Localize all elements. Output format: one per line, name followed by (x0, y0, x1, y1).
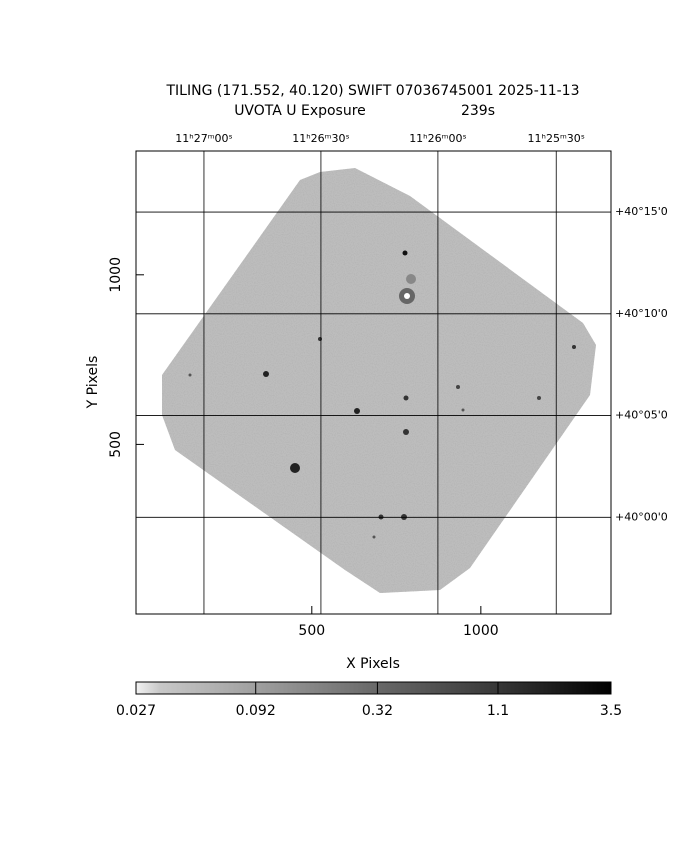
top-tick-label: 11ʰ27ᵐ00ˢ (175, 132, 232, 145)
exposure: 239s (461, 103, 495, 119)
right-tick-label: +40°15'0 (615, 205, 668, 218)
sky-image (162, 168, 596, 593)
x-tick-label: 500 (298, 623, 325, 639)
colorbar (135, 681, 612, 695)
x-tick-label: 1000 (463, 623, 499, 639)
top-tick-label: 11ʰ26ᵐ30ˢ (292, 132, 349, 145)
right-tick-label: +40°00'0 (615, 510, 668, 523)
colorbar-tick-label: 0.092 (236, 703, 276, 719)
colorbar-tick-label: 0.027 (116, 703, 156, 719)
y-tick-label: 1000 (108, 257, 124, 293)
chart-subtitle: UVOTA U Exposure (234, 103, 366, 119)
colorbar-tick-label: 3.5 (600, 703, 622, 719)
top-tick-label: 11ʰ25ᵐ30ˢ (528, 132, 585, 145)
y-tick-label: 500 (108, 431, 124, 458)
x-axis-label: X Pixels (346, 656, 400, 672)
plot-frame (135, 150, 612, 615)
chart-title: TILING (171.552, 40.120) SWIFT 070367450… (166, 83, 580, 99)
right-tick-label: +40°05'0 (615, 409, 668, 422)
colorbar-tick-label: 0.32 (362, 703, 393, 719)
y-axis-label: Y Pixels (85, 356, 101, 410)
top-tick-label: 11ʰ26ᵐ00ˢ (409, 132, 466, 145)
right-tick-label: +40°10'0 (615, 307, 668, 320)
colorbar-tick-label: 1.1 (487, 703, 509, 719)
